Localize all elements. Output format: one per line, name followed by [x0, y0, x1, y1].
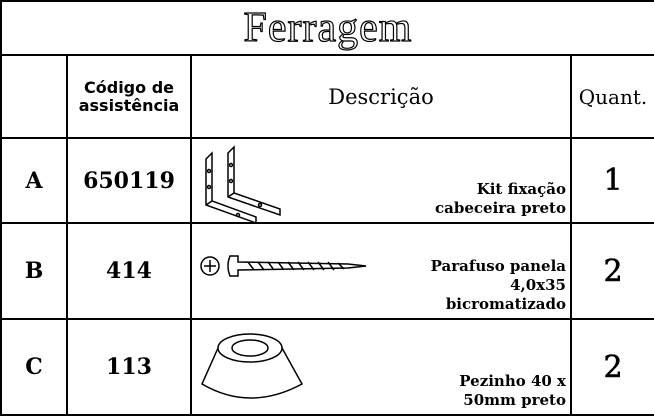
item-description-cell: Kit fixação cabeceira preto: [190, 137, 572, 225]
item-description-cell: Parafuso panela 4,0x35 bicromatizado: [190, 222, 572, 320]
screw-icon: [200, 255, 367, 277]
item-description: Parafuso panela 4,0x35 bicromatizado: [430, 257, 566, 313]
column-header: Quant.: [570, 54, 654, 139]
bracket-icon: [205, 145, 281, 225]
item-letter: B: [0, 222, 68, 320]
item-description: Pezinho 40 x 50mm preto: [459, 372, 566, 409]
table-title: Ferragem: [0, 0, 654, 56]
item-description-cell: Pezinho 40 x 50mm preto: [190, 318, 572, 416]
empty-header: [0, 54, 68, 139]
item-quantity: 1: [570, 137, 654, 224]
item-letter: C: [0, 318, 68, 416]
item-description: Kit fixação cabeceira preto: [435, 180, 566, 217]
item-code: 113: [66, 318, 192, 416]
column-header: Código de assistência: [66, 54, 192, 139]
item-code: 414: [66, 222, 192, 320]
item-quantity: 2: [570, 318, 654, 416]
foot-icon: [201, 333, 304, 399]
item-quantity: 2: [570, 222, 654, 320]
item-letter: A: [0, 137, 68, 224]
column-header: Descrição: [190, 54, 572, 139]
item-code: 650119: [66, 137, 192, 224]
